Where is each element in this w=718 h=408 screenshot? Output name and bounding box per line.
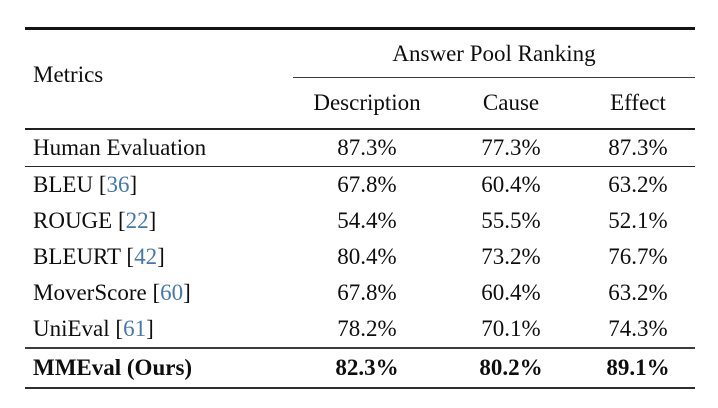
table-row: UniEval [61] 78.2% 70.1% 74.3% <box>25 311 695 348</box>
value-cell: 67.8% <box>337 172 397 197</box>
citation-link[interactable]: 22 <box>125 208 149 233</box>
metrics-label: Metrics <box>33 62 104 87</box>
citation-wrap: [42] <box>120 244 165 269</box>
metrics-column-header: Metrics <box>25 28 293 130</box>
group-header-label: Answer Pool Ranking <box>392 40 596 66</box>
value-cell: 60.4% <box>481 172 541 197</box>
value-cell: 54.4% <box>337 208 397 233</box>
value-cell: 80.2% <box>441 347 581 388</box>
citation-link[interactable]: 60 <box>160 280 184 305</box>
value-cell: 55.5% <box>481 208 541 233</box>
value-cell: 63.2% <box>608 280 668 305</box>
metric-label: UniEval <box>33 316 110 341</box>
citation-link[interactable]: 42 <box>134 244 158 269</box>
column-header-effect: Effect <box>581 77 696 130</box>
value-cell: 89.1% <box>581 347 696 388</box>
table-row: BLEURT [42] 80.4% 73.2% 76.7% <box>25 239 695 275</box>
table-body: Human Evaluation [] 87.3% 77.3% 87.3% BL… <box>25 129 696 388</box>
metric-label: MMEval (Ours) <box>33 355 193 380</box>
metric-cell: BLEURT [42] <box>25 239 293 275</box>
value-cell: 78.2% <box>337 316 397 341</box>
value-cell: 70.1% <box>481 316 541 341</box>
value-cell: 63.2% <box>608 172 668 197</box>
table-row: BLEU [36] 67.8% 60.4% 63.2% <box>25 167 695 204</box>
value-cell: 74.3% <box>608 316 668 341</box>
citation-wrap: [60] <box>146 280 191 305</box>
table-row: ROUGE [22] 54.4% 55.5% 52.1% <box>25 203 695 239</box>
value-cell: 87.3% <box>581 129 696 167</box>
group-header: Answer Pool Ranking <box>293 28 696 78</box>
metric-label: BLEU <box>33 172 94 197</box>
value-cell: 52.1% <box>608 208 668 233</box>
value-cell: 82.3% <box>293 347 441 388</box>
metric-label: BLEURT <box>33 244 121 269</box>
metric-cell: BLEU [36] <box>25 167 293 204</box>
value-cell: 67.8% <box>337 280 397 305</box>
column-header-cause: Cause <box>441 77 581 130</box>
table-header: Metrics Answer Pool Ranking Description … <box>25 28 696 130</box>
citation-link[interactable]: 61 <box>123 316 147 341</box>
table-row: Human Evaluation [] 87.3% 77.3% 87.3% <box>25 129 696 167</box>
value-cell: 77.3% <box>441 129 581 167</box>
value-cell: 76.7% <box>608 244 668 269</box>
column-header-description: Description <box>293 77 441 130</box>
value-cell: 80.4% <box>337 244 397 269</box>
results-table: Metrics Answer Pool Ranking Description … <box>25 27 696 389</box>
paper-table: Metrics Answer Pool Ranking Description … <box>25 27 696 389</box>
metric-label: ROUGE <box>33 208 113 233</box>
metric-cell: MoverScore [60] <box>25 275 293 311</box>
header-row-group: Metrics Answer Pool Ranking <box>25 28 696 130</box>
metric-label: Human Evaluation <box>33 135 207 160</box>
table-row: MMEval (Ours) [] 82.3% 80.2% 89.1% <box>25 347 696 388</box>
header-row-sub: Description Cause Effect <box>25 77 696 130</box>
metric-cell: MMEval (Ours) [] <box>25 347 293 388</box>
metric-label: MoverScore <box>33 280 147 305</box>
citation-wrap: [36] <box>93 172 138 197</box>
value-cell: 73.2% <box>481 244 541 269</box>
citation-link[interactable]: 36 <box>106 172 130 197</box>
value-cell: 87.3% <box>293 129 441 167</box>
value-cell: 60.4% <box>481 280 541 305</box>
metric-cell: Human Evaluation [] <box>25 129 293 167</box>
metric-cell: ROUGE [22] <box>25 203 293 239</box>
metric-cell: UniEval [61] <box>25 311 293 348</box>
table-row: MoverScore [60] 67.8% 60.4% 63.2% <box>25 275 695 311</box>
citation-wrap: [22] <box>112 208 157 233</box>
citation-wrap: [61] <box>109 316 154 341</box>
